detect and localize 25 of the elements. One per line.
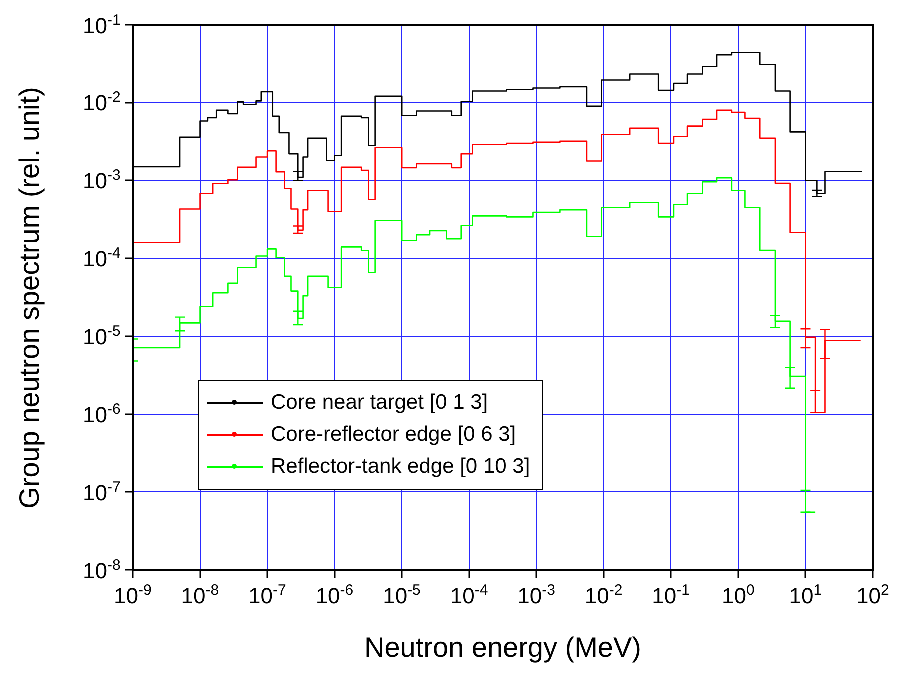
x-tick-label: 10$^{-5}$ <box>383 582 421 610</box>
x-tick-label: 10$^{-4}$ <box>450 582 488 610</box>
y-tick-label: 10$^{-4}$ <box>83 245 121 272</box>
x-tick-label: 10$^{-9}$ <box>114 582 152 610</box>
legend-label: Core-reflector edge [0 6 3] <box>271 423 516 447</box>
y-tick-label: 10$^{-1}$ <box>83 12 121 39</box>
x-axis-title: Neutron energy (MeV) <box>364 632 642 664</box>
legend-label: Reflector-tank edge [0 10 3] <box>271 455 530 479</box>
x-tick-label: 10$^{-7}$ <box>248 582 286 610</box>
y-tick-label: 10$^{-3}$ <box>83 167 121 195</box>
y-tick-label: 10$^{-7}$ <box>83 478 121 506</box>
x-tick-label: 10$^{0}$ <box>722 582 755 610</box>
x-tick-label: 10$^{1}$ <box>789 582 822 610</box>
x-tick-label: 10$^{-3}$ <box>518 582 556 610</box>
x-tick-label: 10$^{2}$ <box>856 582 890 610</box>
y-axis-title: Group neutron spectrum (rel. unit) <box>14 86 46 508</box>
x-tick-label: 10$^{-2}$ <box>584 582 623 610</box>
y-tick-label: 10$^{-2}$ <box>83 89 121 117</box>
y-tick-label: 10$^{-6}$ <box>83 400 121 428</box>
x-tick-label: 10$^{-1}$ <box>652 582 690 610</box>
x-tick-label: 10$^{-6}$ <box>316 582 354 610</box>
legend-label: Core near target [0 1 3] <box>271 391 488 415</box>
y-tick-label: 10$^{-8}$ <box>83 556 121 584</box>
y-tick-label: 10$^{-5}$ <box>83 322 121 350</box>
x-tick-label: 10$^{-8}$ <box>181 582 220 610</box>
